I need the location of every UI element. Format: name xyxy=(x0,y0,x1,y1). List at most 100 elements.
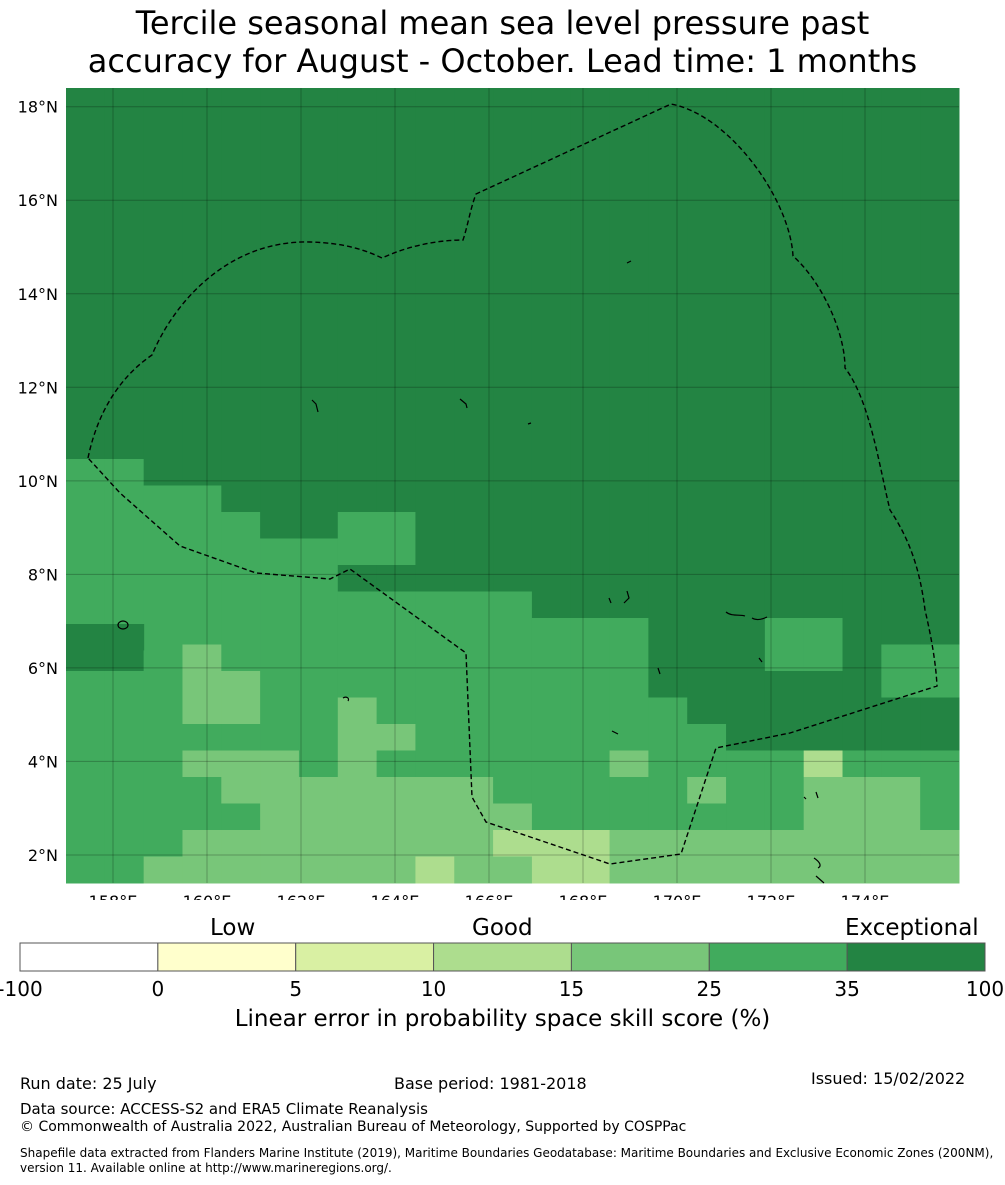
grid-cell xyxy=(104,512,145,539)
grid-cell xyxy=(493,432,533,460)
grid-cell xyxy=(337,565,378,592)
grid-cell xyxy=(609,671,649,698)
grid-cell xyxy=(648,565,688,592)
grid-cell xyxy=(221,273,261,301)
grid-cell xyxy=(531,618,572,645)
grid-cell xyxy=(570,88,611,115)
grid-cell xyxy=(687,538,727,566)
grid-cell xyxy=(376,326,416,354)
grid-cell xyxy=(726,247,766,274)
grid-cell xyxy=(143,856,183,884)
grid-cell xyxy=(726,618,766,645)
colorbar-box xyxy=(295,942,435,972)
grid-cell xyxy=(648,167,688,195)
colorbar xyxy=(19,942,986,972)
grid-cell xyxy=(221,750,261,778)
grid-cell xyxy=(687,432,727,460)
longitude-label: 162°E xyxy=(277,892,326,900)
grid-cell xyxy=(337,750,378,778)
grid-cell xyxy=(609,538,649,566)
grid-cell xyxy=(842,406,882,433)
grid-cell xyxy=(764,114,805,142)
grid-cell xyxy=(493,856,533,884)
grid-cell xyxy=(764,856,805,884)
grid-cell xyxy=(260,326,300,354)
grid-cell xyxy=(687,88,727,115)
longitude-label: 168°E xyxy=(559,892,608,900)
grid-cell xyxy=(570,220,611,248)
grid-cell xyxy=(376,167,416,195)
grid-cell xyxy=(842,856,882,884)
grid-cell xyxy=(415,326,455,354)
grid-cell xyxy=(920,88,960,115)
grid-cell xyxy=(881,141,921,168)
grid-cell xyxy=(531,432,572,460)
grid-cell xyxy=(298,485,339,513)
grid-cell xyxy=(376,750,416,778)
grid-cell xyxy=(415,644,455,672)
grid-cell xyxy=(104,459,145,486)
grid-cell xyxy=(648,803,688,831)
grid-cell xyxy=(260,697,300,725)
grid-cell xyxy=(66,379,106,407)
grid-cell xyxy=(803,750,844,778)
grid-cell xyxy=(454,220,494,248)
grid-cell xyxy=(298,300,339,327)
grid-cell xyxy=(454,512,494,539)
grid-cell xyxy=(687,512,727,539)
grid-cell xyxy=(182,777,222,804)
grid-cell xyxy=(687,750,727,778)
grid-cell xyxy=(881,724,921,751)
grid-cell xyxy=(531,644,572,672)
grid-cell xyxy=(842,671,882,698)
grid-cell xyxy=(842,194,882,221)
grid-cell xyxy=(260,724,300,751)
grid-cell xyxy=(609,485,649,513)
grid-cell xyxy=(337,777,378,804)
grid-cell xyxy=(881,300,921,327)
grid-cell xyxy=(881,512,921,539)
grid-cell xyxy=(531,777,572,804)
grid-cell xyxy=(66,432,106,460)
grid-cell xyxy=(143,724,183,751)
grid-cell xyxy=(803,167,844,195)
grid-cell xyxy=(803,432,844,460)
grid-cell xyxy=(298,88,339,115)
grid-cell xyxy=(337,591,378,619)
grid-cell xyxy=(803,644,844,672)
longitude-label: 174°E xyxy=(841,892,890,900)
grid-cell xyxy=(143,88,183,115)
grid-cell xyxy=(221,167,261,195)
grid-cell xyxy=(143,803,183,831)
grid-cell xyxy=(687,459,727,486)
grid-cell xyxy=(376,830,416,857)
grid-cell xyxy=(182,300,222,327)
grid-cell xyxy=(221,565,261,592)
grid-cell xyxy=(493,273,533,301)
grid-cell xyxy=(648,830,688,857)
grid-cell xyxy=(803,512,844,539)
grid-cell xyxy=(570,459,611,486)
grid-cell xyxy=(143,300,183,327)
grid-cell xyxy=(143,777,183,804)
grid-cell xyxy=(182,697,222,725)
grid-cell xyxy=(920,750,960,778)
grid-cell xyxy=(454,538,494,566)
grid-cell xyxy=(415,459,455,486)
grid-cell xyxy=(143,273,183,301)
grid-cell xyxy=(803,353,844,380)
grid-cell xyxy=(376,565,416,592)
grid-cell xyxy=(415,300,455,327)
grid-cell xyxy=(687,220,727,248)
grid-cell xyxy=(337,88,378,115)
grid-cell xyxy=(609,432,649,460)
grid-cell xyxy=(454,565,494,592)
grid-cell xyxy=(531,750,572,778)
grid-cell xyxy=(609,353,649,380)
grid-cell xyxy=(493,671,533,698)
grid-cell xyxy=(260,88,300,115)
grid-cell xyxy=(376,724,416,751)
grid-cell xyxy=(881,114,921,142)
grid-cell xyxy=(648,326,688,354)
base-period: Base period: 1981-2018 xyxy=(394,1074,587,1093)
